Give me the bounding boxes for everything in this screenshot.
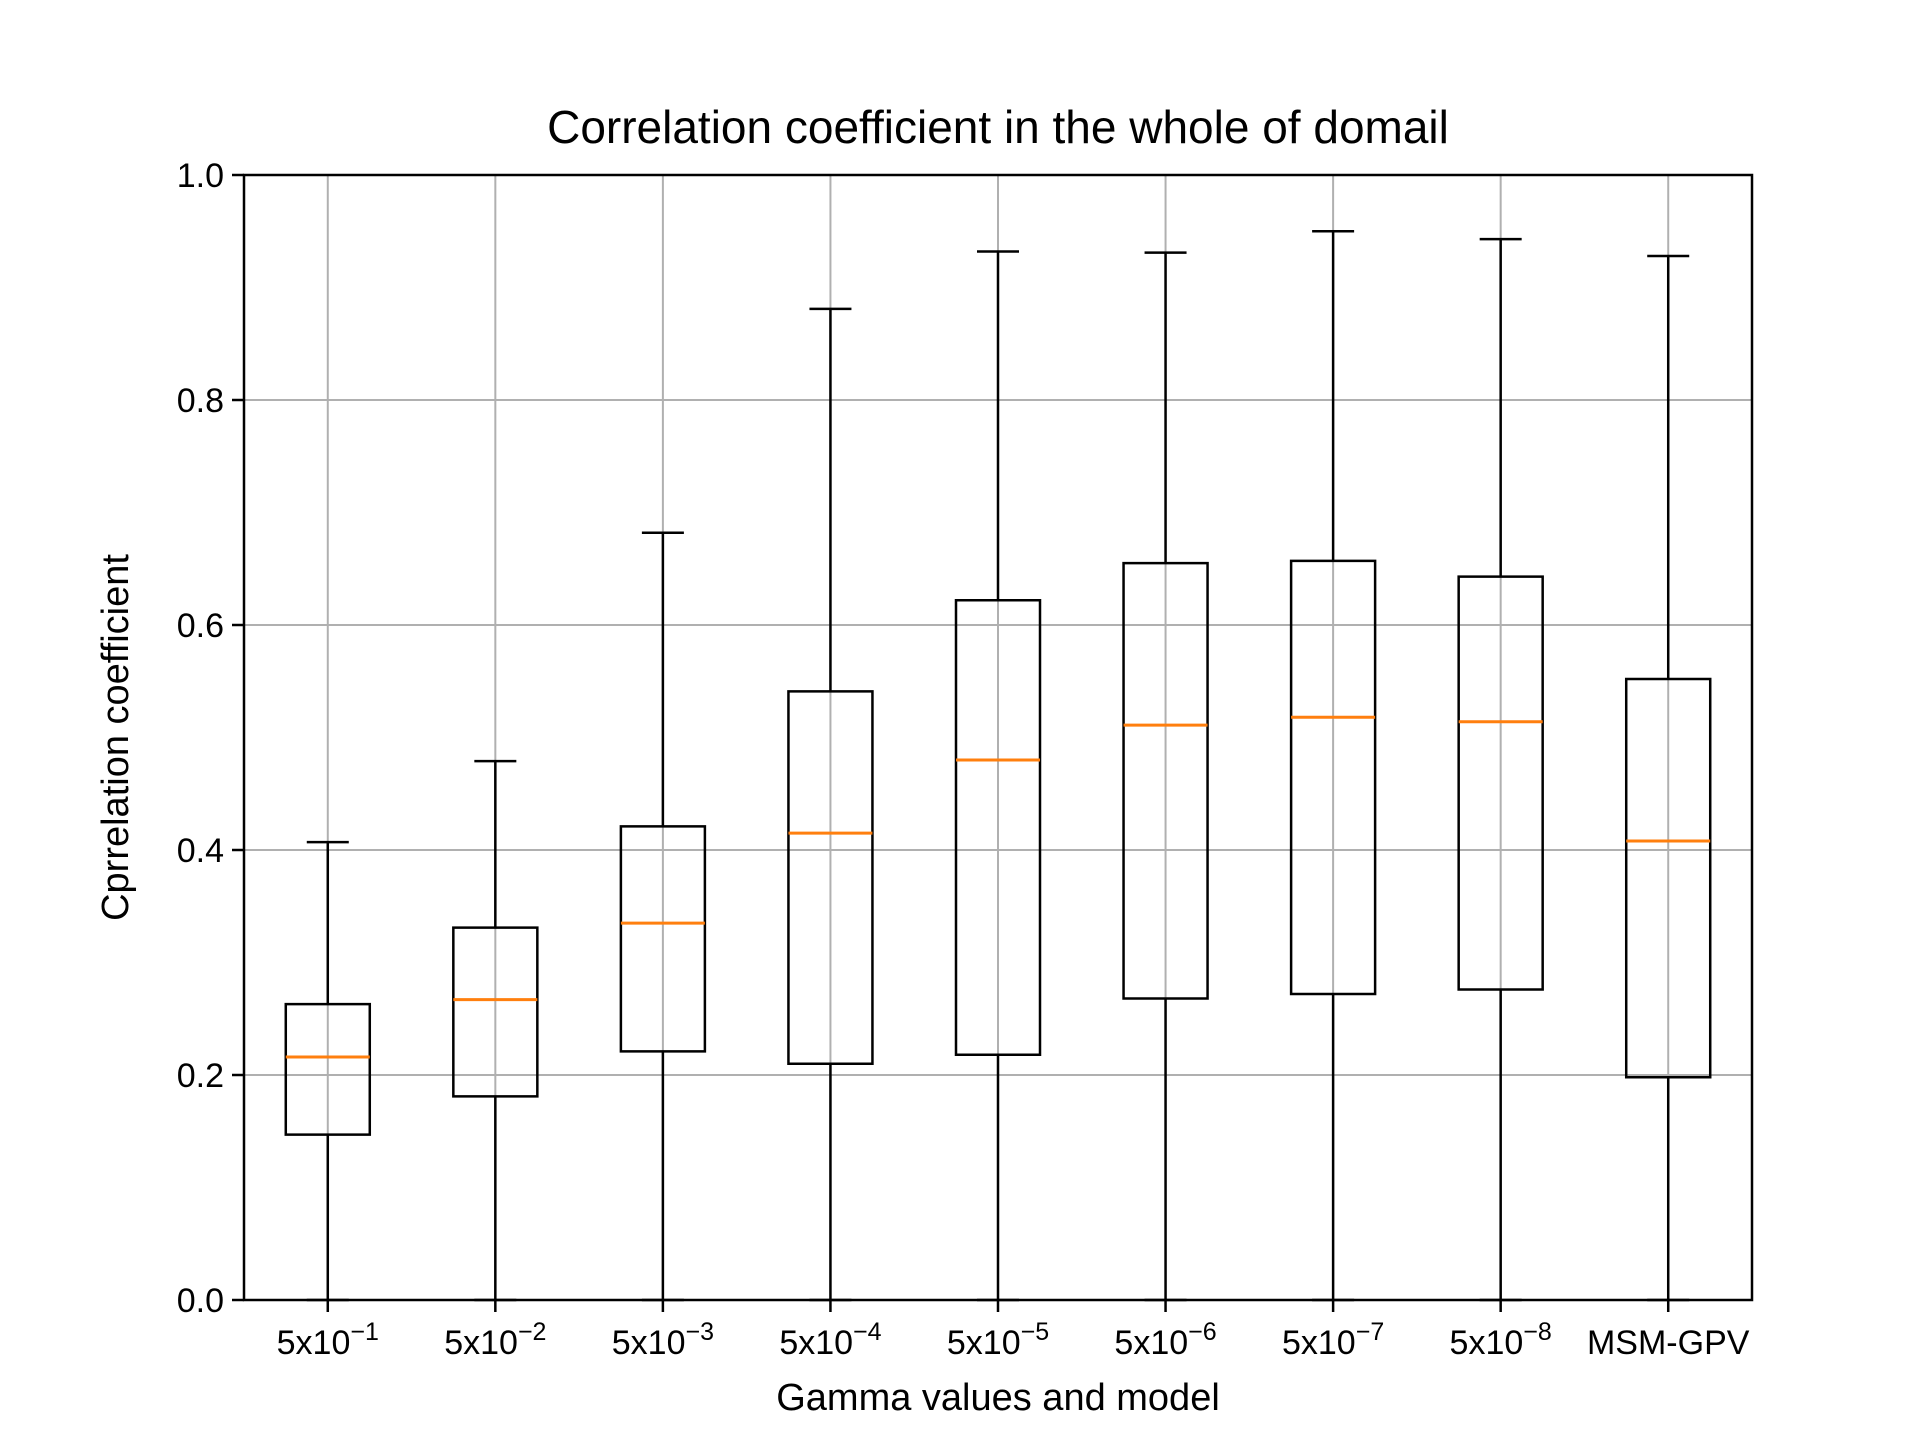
x-tick-label: 5x10−7 xyxy=(1282,1318,1384,1362)
y-tick-label: 1.0 xyxy=(177,157,224,195)
x-axis-label: Gamma values and model xyxy=(776,1377,1220,1419)
box-body xyxy=(1122,561,1209,1000)
x-tick-label: 5x10−5 xyxy=(947,1318,1049,1362)
x-tick-label: MSM-GPV xyxy=(1587,1324,1750,1362)
box-body xyxy=(954,599,1042,1056)
x-tick-label: 5x10−4 xyxy=(779,1318,881,1362)
x-axis-ticks: 5x10−1 5x10−2 5x10−3 5x10−4 5x10−5 5x10−6 5x10… xyxy=(277,1300,1750,1362)
box-group xyxy=(1624,254,1712,1302)
box-body xyxy=(787,690,874,1065)
x-tick-label: 5x10−8 xyxy=(1450,1318,1552,1362)
chart-title: Correlation coefficient in the whole of … xyxy=(547,101,1449,153)
box-body xyxy=(1289,559,1377,996)
y-axis-ticks: 0.0 0.2 0.4 0.6 0.8 1.0 xyxy=(177,157,244,1320)
box-body xyxy=(284,1002,372,1136)
y-tick-label: 0.6 xyxy=(177,607,224,645)
box-body xyxy=(1624,677,1712,1079)
x-tick-label: 5x10−1 xyxy=(277,1318,379,1362)
box-body xyxy=(452,926,539,1098)
box-group xyxy=(1457,237,1544,1302)
y-tick-label: 0.2 xyxy=(177,1057,224,1095)
y-tick-label: 0.8 xyxy=(177,382,224,420)
box-group xyxy=(619,531,707,1302)
box-group xyxy=(954,250,1042,1302)
x-tick-label: 5x10−3 xyxy=(612,1318,714,1362)
x-tick-label: 5x10−2 xyxy=(444,1318,546,1362)
y-axis-label: Cprrelation coefficient xyxy=(95,554,137,921)
box-body xyxy=(619,825,707,1053)
box-body xyxy=(1457,575,1544,991)
y-tick-label: 0.0 xyxy=(177,1282,224,1320)
y-tick-label: 0.4 xyxy=(177,832,224,870)
x-tick-label: 5x10−6 xyxy=(1114,1318,1216,1362)
